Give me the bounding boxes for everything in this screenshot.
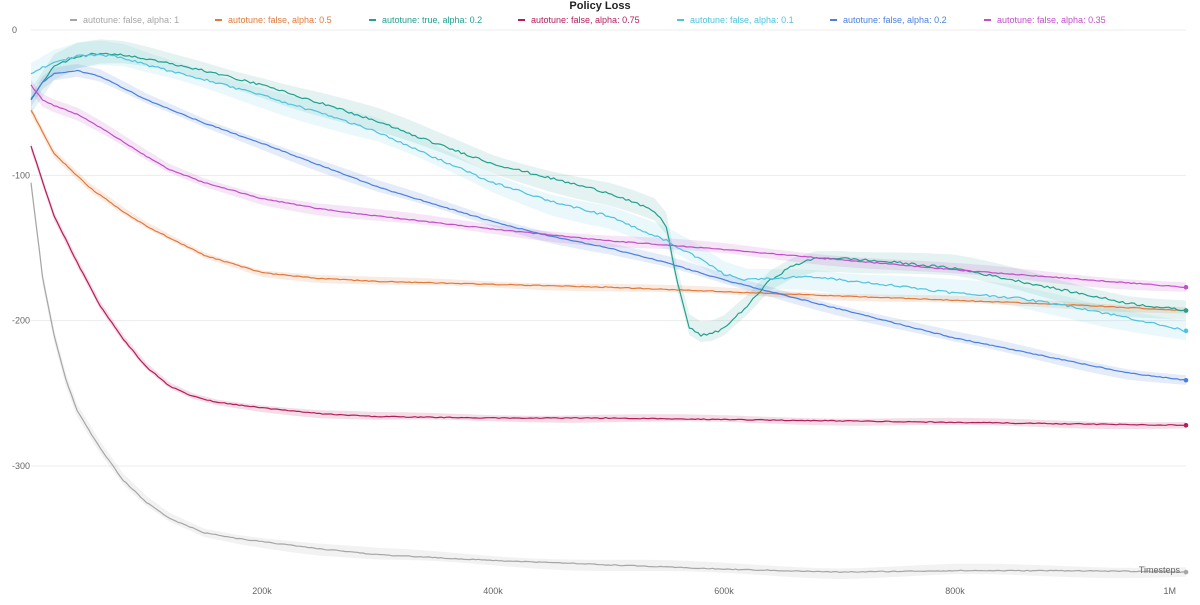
error-bands [31,39,1186,580]
series-end-point [1183,308,1189,313]
y-tick-label: -100 [12,170,30,180]
y-tick-label: -300 [12,461,30,471]
series-end-point [1183,569,1189,575]
series-end-point [1183,284,1189,290]
series-end-point [1183,377,1189,383]
legend-label: autotune: false, alpha: 0.35 [997,15,1106,25]
series-line [30,84,1187,289]
x-tick-label: 200k [252,586,272,596]
series-line [30,145,1187,427]
legend[interactable]: autotune: false, alpha: 1 autotune: false… [70,15,1106,25]
legend-item[interactable]: autotune: false, alpha: 0.5 [215,15,332,25]
x-tick-label: 600k [714,586,734,596]
series-line [30,182,1187,573]
series-end-point [1183,423,1189,428]
legend-label: autotune: false, alpha: 0.5 [228,15,332,25]
legend-label: autotune: true, alpha: 0.2 [382,15,482,25]
series-line [30,109,1187,312]
x-tick-label: 1M [1163,586,1176,596]
legend-item[interactable]: autotune: false, alpha: 0.75 [518,15,640,25]
legend-label: autotune: false, alpha: 1 [83,15,179,25]
legend-item[interactable]: autotune: true, alpha: 0.2 [369,15,482,25]
x-tick-label: 800k [945,586,965,596]
series-band [31,39,1186,343]
series-band [31,64,1186,385]
series-lines [30,52,1189,575]
series-line [30,52,1187,337]
legend-item[interactable]: autotune: false, alpha: 0.1 [677,15,794,25]
series-band [31,40,1186,341]
legend-label: autotune: false, alpha: 0.1 [690,15,794,25]
chart-title: Policy Loss [569,0,630,12]
y-tick-label: -200 [12,316,30,326]
y-tick-label: 0 [12,25,17,35]
legend-label: autotune: false, alpha: 0.2 [843,15,947,25]
axis-ticks: 0 -100 -200 -300 200k 400k 600k 800k 1M [12,25,1176,596]
legend-item[interactable]: autotune: false, alpha: 0.2 [830,15,947,25]
x-tick-label: 400k [483,586,503,596]
series-line [30,69,1187,382]
series-end-point [1183,328,1189,334]
grid [31,29,1186,467]
legend-item[interactable]: autotune: false, alpha: 0.35 [984,15,1106,25]
series-line [30,53,1187,333]
legend-item[interactable]: autotune: false, alpha: 1 [70,15,179,25]
x-axis-title: Timesteps [1139,565,1181,575]
legend-label: autotune: false, alpha: 0.75 [531,15,640,25]
